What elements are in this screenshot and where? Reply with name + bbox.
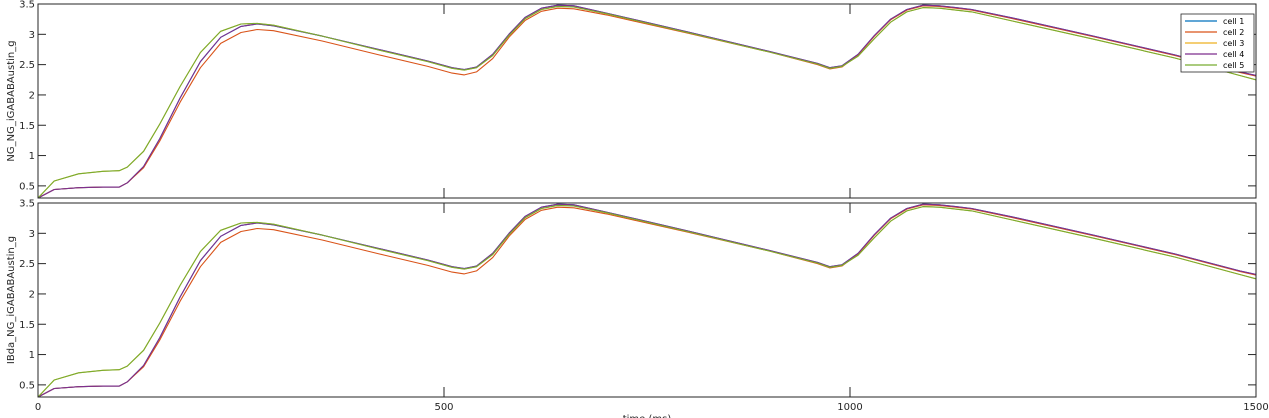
x-tick-label: 0	[35, 402, 41, 413]
series-line-cell-4	[38, 4, 1256, 198]
y-tick-label: 2	[29, 289, 35, 300]
legend-label-cell-2: cell 2	[1223, 28, 1244, 37]
x-tick-label: 1000	[837, 402, 862, 413]
legend-label-cell-1: cell 1	[1223, 17, 1244, 26]
legend-label-cell-4: cell 4	[1223, 50, 1244, 59]
y-tick-label: 2	[29, 90, 35, 101]
y-tick-label: 1	[29, 151, 35, 162]
x-tick-label: 500	[434, 402, 453, 413]
chart-panel-2: 0.5 1 1.5 2 2.5 3 3.5 0 500 1000 1500 IBda_NG_iGABA…	[6, 199, 1269, 418]
y-tick-label: 2.5	[19, 60, 35, 71]
y-tick-label: 3	[29, 30, 35, 41]
y-tick-label: 1	[29, 350, 35, 361]
series-line-cell-5	[38, 204, 1256, 397]
series-line-cell-5	[38, 5, 1256, 198]
y-axis-title: IBda_NG_iGABABAustin_g	[6, 236, 17, 364]
y-tick-label: 3.5	[19, 0, 35, 11]
y-tick-label: 1.5	[19, 320, 35, 331]
y-tick-label: 3.5	[19, 199, 35, 210]
y-tick-label: 0.5	[19, 181, 35, 192]
y-tick-label: 2.5	[19, 259, 35, 270]
plot-area	[38, 203, 1256, 397]
axes-box	[37, 202, 1257, 398]
series-line-cell-2	[38, 204, 1256, 397]
chart-panel-1: 0.5 1 1.5 2 2.5 3 3.5 NG_NG_iGABABAustin_g cell …	[6, 0, 1257, 199]
y-tick-label: 3	[29, 229, 35, 240]
axes-box	[37, 3, 1257, 199]
plot-area	[38, 4, 1256, 198]
legend-label-cell-3: cell 3	[1223, 39, 1244, 48]
series-line-cell-2	[38, 5, 1256, 198]
y-tick-label: 0.5	[19, 380, 35, 391]
legend-label-cell-5: cell 5	[1223, 61, 1244, 70]
y-tick-label: 1.5	[19, 121, 35, 132]
series-group	[38, 203, 1256, 397]
legend: cell 1 cell 2 cell 3 cell 4 cell 5	[1180, 13, 1255, 73]
y-axis-title: NG_NG_iGABABAustin_g	[6, 40, 17, 161]
x-tick-label: 1500	[1243, 402, 1268, 413]
series-line-cell-4	[38, 203, 1256, 397]
x-axis-title: time (ms)	[623, 414, 672, 418]
series-group	[38, 4, 1256, 198]
